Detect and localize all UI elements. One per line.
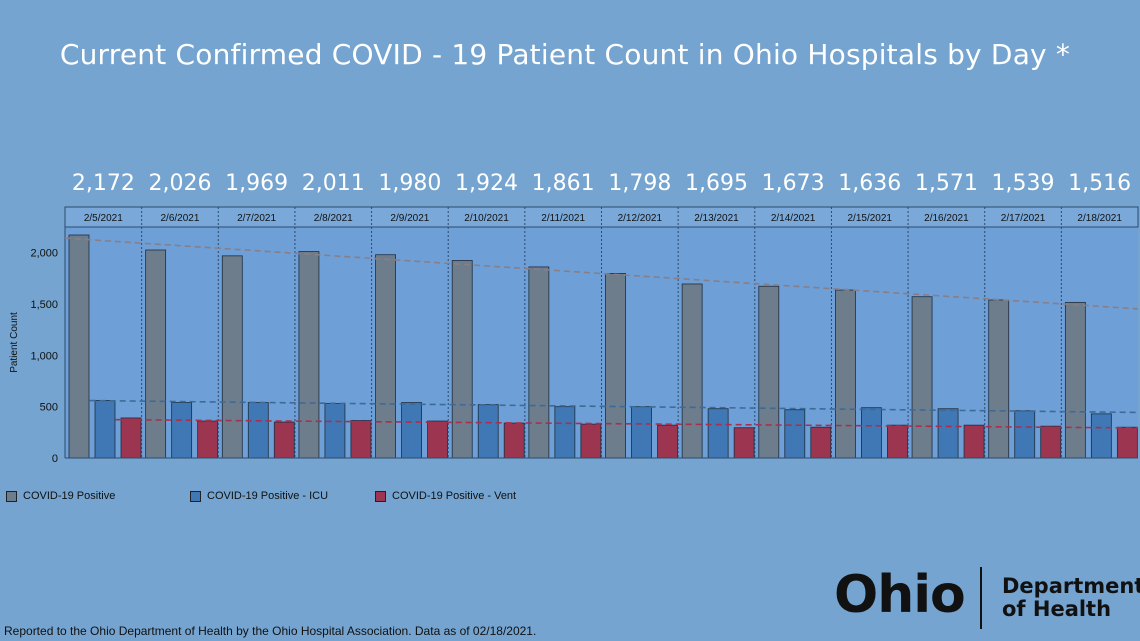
x-category-label: 2/17/2021 (1001, 213, 1046, 224)
x-category-label: 2/6/2021 (160, 213, 199, 224)
bar-icu (171, 402, 193, 459)
legend-item-positive: COVID-19 Positive (6, 490, 115, 502)
x-category-label: 2/8/2021 (314, 213, 353, 224)
bar-positive (68, 234, 90, 459)
legend-label-positive: COVID-19 Positive (23, 490, 116, 502)
top-value-label: 1,798 (608, 171, 671, 196)
bar-positive (911, 296, 933, 459)
bar-icu (247, 402, 269, 459)
trendline-icu (89, 399, 1139, 414)
bar-vent (120, 417, 142, 459)
bar-icu (1014, 410, 1036, 459)
bar-icu (1090, 413, 1112, 459)
top-value-label: 2,011 (302, 171, 365, 196)
top-value-label: 1,516 (1068, 171, 1131, 196)
logo-ohio-text: Ohio (834, 565, 966, 625)
bar-vent (350, 420, 372, 459)
logo-dept-line1: Department (1002, 574, 1140, 598)
bar-vent (963, 424, 985, 459)
bar-icu (94, 400, 116, 459)
logo-department-text: Department of Health (1002, 575, 1140, 621)
top-value-label: 1,636 (838, 171, 901, 196)
bar-vent (273, 421, 295, 459)
y-tick-label: 500 (40, 402, 58, 414)
bar-positive (835, 289, 856, 459)
x-category-label: 2/5/2021 (84, 213, 123, 224)
x-category-label: 2/14/2021 (771, 213, 816, 224)
bar-icu (631, 406, 652, 459)
bar-vent (733, 427, 755, 459)
bar-icu (477, 404, 499, 459)
logo-dept-line2: of Health (1002, 597, 1112, 621)
legend-item-icu: COVID-19 Positive - ICU (190, 490, 328, 502)
top-value-label: 1,695 (685, 171, 748, 196)
bar-icu (554, 406, 576, 459)
bar-positive (988, 299, 1010, 459)
footnote: Reported to the Ohio Department of Healt… (4, 624, 537, 638)
bar-vent (810, 426, 832, 459)
top-value-label: 1,571 (915, 171, 978, 196)
x-category-label: 2/7/2021 (237, 213, 276, 224)
top-value-label: 2,026 (148, 171, 211, 196)
bar-positive (758, 285, 780, 459)
bar-positive (528, 266, 550, 459)
x-category-label: 2/13/2021 (694, 213, 739, 224)
bar-icu (324, 403, 346, 459)
x-category-label: 2/16/2021 (924, 213, 969, 224)
legend-label-vent: COVID-19 Positive - Vent (392, 490, 517, 502)
legend-item-vent: COVID-19 Positive - Vent (375, 490, 516, 502)
bar-positive (451, 260, 473, 459)
bar-vent (1040, 425, 1062, 459)
bar-vent (580, 423, 602, 459)
x-category-label: 2/18/2021 (1077, 213, 1122, 224)
legend-swatch-icu (190, 490, 201, 502)
bar-icu (784, 409, 806, 459)
bar-positive (1064, 301, 1086, 459)
y-axis-title: Patient Count (9, 312, 20, 373)
x-category-label: 2/12/2021 (618, 213, 663, 224)
bar-vent (427, 420, 448, 459)
bar-icu (707, 408, 729, 459)
trendline-vent (115, 418, 1139, 429)
bar-positive (605, 273, 626, 459)
bar-vent (657, 424, 678, 459)
bar-vent (503, 422, 525, 459)
ohio-department-of-health-logo: Ohio Department of Health (834, 565, 1140, 631)
bar-chart: 0 500 1,000 1,500 2,000 Patient Count 2/5/2021… (9, 171, 1139, 465)
bar-icu (937, 408, 959, 459)
bar-vent (887, 424, 908, 459)
x-category-label: 2/15/2021 (848, 213, 893, 224)
top-value-label: 1,861 (532, 171, 595, 196)
bar-positive (375, 254, 396, 459)
top-value-label: 1,539 (992, 171, 1055, 196)
legend-swatch-vent (375, 490, 386, 502)
bar-vent (197, 420, 219, 459)
bar-icu (401, 402, 422, 459)
legend-swatch-positive (6, 490, 17, 502)
bar-positive (681, 283, 703, 459)
y-tick-label: 1,500 (30, 299, 58, 311)
top-value-label: 1,980 (378, 171, 441, 196)
top-value-label: 1,969 (225, 171, 288, 196)
bar-positive (298, 251, 320, 459)
bar-icu (861, 407, 882, 459)
top-value-label: 2,172 (72, 171, 135, 196)
logo-divider (980, 567, 982, 629)
bar-positive (145, 249, 167, 459)
y-tick-label: 1,000 (30, 350, 58, 362)
chart-legend: COVID-19 Positive COVID-19 Positive - IC… (0, 490, 1140, 510)
top-value-label: 1,673 (762, 171, 825, 196)
y-tick-label: 0 (52, 453, 58, 465)
x-category-label: 2/10/2021 (464, 213, 509, 224)
chart-title: Current Confirmed COVID - 19 Patient Cou… (59, 38, 1071, 71)
y-tick-label: 2,000 (30, 248, 58, 260)
x-category-label: 2/11/2021 (541, 213, 585, 224)
top-value-label: 1,924 (455, 171, 518, 196)
x-category-label: 2/9/2021 (390, 213, 429, 224)
bar-vent (1116, 426, 1138, 459)
bar-positive (221, 255, 243, 459)
legend-label-icu: COVID-19 Positive - ICU (207, 490, 329, 502)
